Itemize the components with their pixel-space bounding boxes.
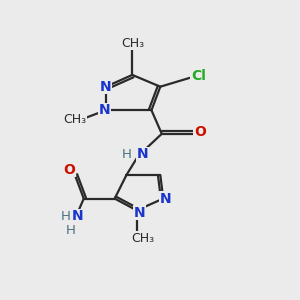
Text: O: O: [194, 125, 206, 139]
Text: CH₃: CH₃: [63, 112, 86, 126]
Text: N: N: [71, 209, 83, 223]
Text: CH₃: CH₃: [131, 232, 154, 245]
Text: CH₃: CH₃: [121, 37, 144, 50]
Text: N: N: [134, 206, 146, 220]
Text: H: H: [122, 148, 131, 161]
Text: O: O: [63, 163, 75, 177]
Text: N: N: [160, 192, 171, 206]
Text: H: H: [61, 210, 71, 223]
Text: Cl: Cl: [191, 69, 206, 83]
Text: N: N: [98, 103, 110, 117]
Text: N: N: [137, 147, 148, 161]
Text: N: N: [100, 80, 112, 94]
Text: H: H: [66, 224, 75, 237]
